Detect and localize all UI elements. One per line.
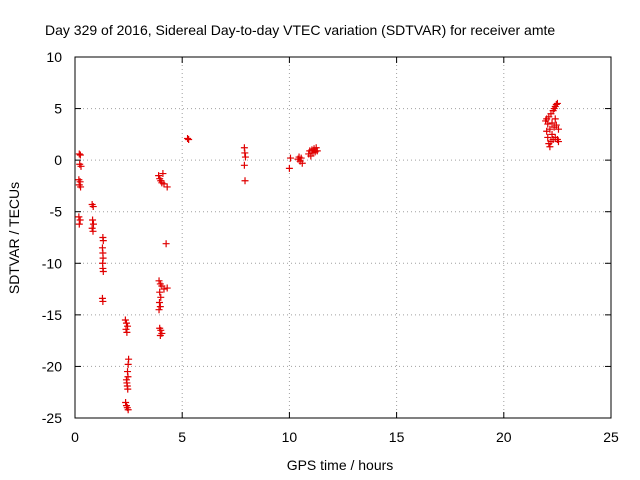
x-tick-label: 25 xyxy=(603,429,619,445)
data-point xyxy=(77,162,85,170)
data-point xyxy=(75,220,83,228)
axis-ticks xyxy=(74,56,612,419)
data-point xyxy=(89,220,97,228)
x-tick-label: 0 xyxy=(71,429,79,445)
data-point xyxy=(543,127,551,135)
data-point xyxy=(285,164,293,172)
data-point xyxy=(552,121,560,129)
data-point xyxy=(88,224,96,232)
y-tick-label: 0 xyxy=(54,152,62,168)
data-point xyxy=(124,406,132,414)
data-point xyxy=(184,134,192,142)
data-point xyxy=(548,130,556,138)
data-point xyxy=(124,322,132,330)
data-point xyxy=(156,331,164,339)
y-tick-label: -15 xyxy=(42,307,62,323)
x-tick-label: 5 xyxy=(178,429,186,445)
data-point xyxy=(99,297,107,305)
data-point xyxy=(551,115,559,123)
data-point xyxy=(544,120,552,128)
data-point xyxy=(156,288,164,296)
data-point xyxy=(89,216,97,224)
data-point xyxy=(89,203,97,211)
data-point xyxy=(312,144,320,152)
data-point xyxy=(123,328,131,336)
chart-title: Day 329 of 2016, Sidereal Day-to-day VTE… xyxy=(45,22,555,38)
data-point xyxy=(75,150,83,158)
y-tick-labels: -25 -20 -15 -10 -5 0 5 10 xyxy=(42,49,62,426)
data-point xyxy=(241,149,249,157)
data-point xyxy=(122,325,130,333)
data-point xyxy=(99,237,107,245)
data-point xyxy=(552,100,560,108)
data-point xyxy=(124,373,132,381)
data-point xyxy=(548,119,556,127)
data-point xyxy=(160,285,168,293)
data-point xyxy=(295,153,303,161)
data-point xyxy=(554,125,562,133)
data-point xyxy=(286,154,294,162)
data-point xyxy=(163,183,171,191)
y-axis-label: SDTVAR / TECUs xyxy=(6,182,22,294)
data-point xyxy=(241,153,249,161)
data-point xyxy=(240,161,248,169)
x-tick-labels: 0 5 10 15 20 25 xyxy=(71,429,619,445)
data-point xyxy=(546,143,554,151)
data-point xyxy=(124,385,132,393)
x-tick-label: 15 xyxy=(389,429,405,445)
data-point xyxy=(298,159,306,167)
data-point xyxy=(155,172,163,180)
data-point xyxy=(554,138,562,146)
data-point xyxy=(77,183,85,191)
data-point xyxy=(76,151,84,159)
data-point xyxy=(99,268,107,276)
x-axis-label: GPS time / hours xyxy=(287,457,394,473)
data-point xyxy=(185,136,193,144)
data-point xyxy=(241,177,249,185)
data-point xyxy=(162,240,170,248)
y-tick-label: 10 xyxy=(46,49,62,65)
data-point xyxy=(124,360,132,368)
data-point xyxy=(160,180,168,188)
y-tick-label: 5 xyxy=(54,101,62,117)
data-point xyxy=(159,170,167,178)
data-point xyxy=(156,303,164,311)
x-tick-label: 10 xyxy=(282,429,298,445)
grid xyxy=(75,57,611,418)
y-tick-label: -5 xyxy=(50,204,63,220)
data-point xyxy=(155,306,163,314)
data-point xyxy=(163,284,171,292)
y-tick-label: -20 xyxy=(42,358,62,374)
data-point xyxy=(122,319,130,327)
data-point xyxy=(313,147,321,155)
data-point xyxy=(75,213,83,221)
y-tick-label: -25 xyxy=(42,410,62,426)
plot-frame xyxy=(74,56,612,419)
data-points xyxy=(75,99,562,414)
data-point xyxy=(155,277,163,285)
data-point xyxy=(121,316,129,324)
data-point xyxy=(76,216,84,224)
data-point xyxy=(553,99,561,107)
data-point xyxy=(157,293,165,301)
y-tick-label: -10 xyxy=(42,255,62,271)
data-point xyxy=(155,298,163,306)
x-tick-label: 20 xyxy=(496,429,512,445)
data-point xyxy=(544,133,552,141)
data-point xyxy=(122,399,130,407)
data-point xyxy=(89,227,97,235)
